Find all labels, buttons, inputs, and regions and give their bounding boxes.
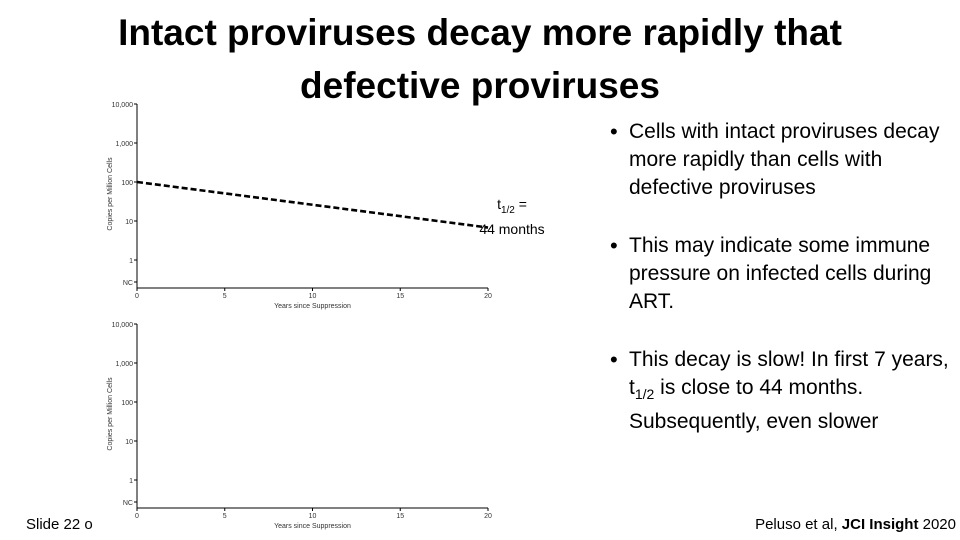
x-tick-label: 5 bbox=[223, 293, 227, 300]
slide-number: Slide 22 o bbox=[26, 516, 93, 533]
decay-line bbox=[136, 180, 489, 229]
x-axis-label: Years since Suppression bbox=[274, 523, 351, 530]
y-tick-label: 1 bbox=[129, 258, 133, 265]
x-tick-label: 20 bbox=[484, 513, 492, 520]
intact-provirus-chart: NC 1 10 100 1,000 10,000 0 5 10 15 20 Years since S… bbox=[107, 102, 492, 310]
x-tick-label: 0 bbox=[135, 513, 139, 520]
half-life-months: 44 months bbox=[479, 220, 545, 237]
bullet-3: • This decay is slow! In first 7 years, … bbox=[610, 347, 949, 434]
y-tick-label: 100 bbox=[121, 400, 133, 407]
bullet-dot-icon: • bbox=[610, 233, 618, 258]
x-tick-label: 15 bbox=[396, 513, 404, 520]
x-axis-label: Years since Suppression bbox=[274, 303, 351, 310]
y-tick-label: 10 bbox=[125, 439, 133, 446]
bullet-1: • Cells with intact proviruses decay mor… bbox=[610, 119, 940, 199]
x-tick-label: 5 bbox=[223, 513, 227, 520]
y-tick-label: 1 bbox=[129, 478, 133, 485]
citation: Peluso et al, JCI Insight 2020 bbox=[755, 516, 956, 533]
bullet-dot-icon: • bbox=[610, 119, 618, 144]
x-tick-label: 0 bbox=[135, 293, 139, 300]
title-line-1: Intact proviruses decay more rapidly tha… bbox=[118, 12, 842, 53]
defective-provirus-chart: NC 1 10 100 1,000 10,000 0 5 10 15 20 Years since S… bbox=[107, 322, 492, 530]
half-life-annotation: t1/2 = 44 months bbox=[462, 195, 562, 238]
y-tick-label: 10,000 bbox=[112, 102, 134, 109]
y-tick-label: 10 bbox=[125, 219, 133, 226]
bullet-dot-icon: • bbox=[610, 347, 618, 372]
y-tick-label: 100 bbox=[121, 180, 133, 187]
y-tick-label: NC bbox=[123, 280, 133, 287]
y-tick-label: 1,000 bbox=[115, 141, 133, 148]
slide-title: Intact proviruses decay more rapidly tha… bbox=[60, 6, 900, 112]
y-tick-label: 10,000 bbox=[112, 322, 134, 329]
bullet-list: • Cells with intact proviruses decay mor… bbox=[610, 118, 950, 466]
x-tick-label: 20 bbox=[484, 293, 492, 300]
bullet-2: • This may indicate some immune pressure… bbox=[610, 233, 932, 313]
y-tick-label: 1,000 bbox=[115, 361, 133, 368]
x-tick-label: 10 bbox=[309, 293, 317, 300]
y-axis-label: Copies per Million Cells bbox=[107, 377, 114, 451]
y-axis-label: Copies per Million Cells bbox=[107, 157, 114, 231]
x-tick-label: 15 bbox=[396, 293, 404, 300]
x-tick-label: 10 bbox=[309, 513, 317, 520]
y-tick-label: NC bbox=[123, 500, 133, 507]
title-line-2: defective proviruses bbox=[300, 65, 660, 106]
